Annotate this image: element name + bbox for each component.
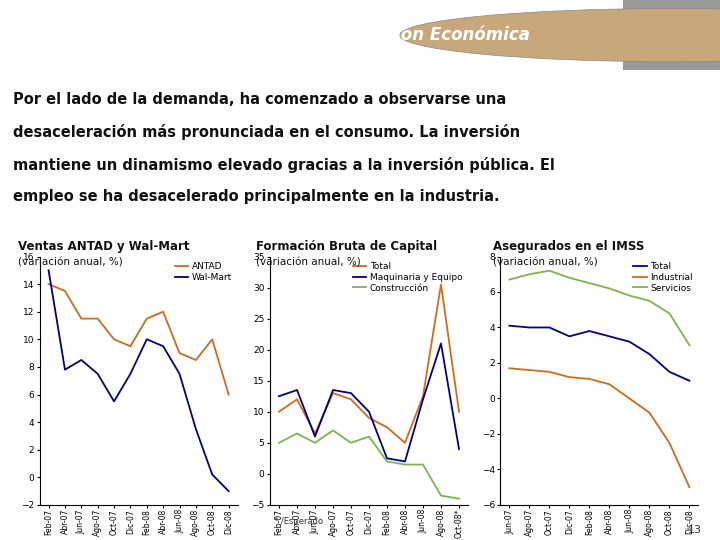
Text: Asegurados en el IMSS: Asegurados en el IMSS bbox=[493, 240, 644, 253]
Text: * /Esperado: * /Esperado bbox=[274, 517, 323, 526]
Text: SHCP: SHCP bbox=[652, 86, 690, 100]
Legend: Total, Industrial, Servicios: Total, Industrial, Servicios bbox=[632, 261, 694, 293]
Text: empleo se ha desacelerado principalmente en la industria.: empleo se ha desacelerado principalmente… bbox=[14, 189, 500, 204]
Bar bbox=[623, 0, 720, 70]
Text: Formación Bruta de Capital: Formación Bruta de Capital bbox=[256, 240, 437, 253]
Text: Ventas ANTAD y Wal-Mart: Ventas ANTAD y Wal-Mart bbox=[18, 240, 189, 253]
Text: 13: 13 bbox=[688, 524, 702, 535]
Circle shape bbox=[400, 9, 720, 62]
Legend: ANTAD, Wal-Mart: ANTAD, Wal-Mart bbox=[174, 261, 233, 282]
Text: desaceleración más pronunciada en el consumo. La inversión: desaceleración más pronunciada en el con… bbox=[14, 124, 521, 140]
Text: (variación anual, %): (variación anual, %) bbox=[256, 258, 360, 268]
Text: Evolución Económica: Evolución Económica bbox=[334, 26, 530, 44]
Legend: Total, Maquinaria y Equipo, Construcción: Total, Maquinaria y Equipo, Construcción bbox=[352, 261, 464, 293]
Text: Por el lado de la demanda, ha comenzado a observarse una: Por el lado de la demanda, ha comenzado … bbox=[14, 92, 507, 107]
Text: (variación anual, %): (variación anual, %) bbox=[493, 258, 598, 268]
Text: mantiene un dinamismo elevado gracias a la inversión pública. El: mantiene un dinamismo elevado gracias a … bbox=[14, 157, 555, 173]
Text: (variación anual, %): (variación anual, %) bbox=[18, 258, 122, 268]
